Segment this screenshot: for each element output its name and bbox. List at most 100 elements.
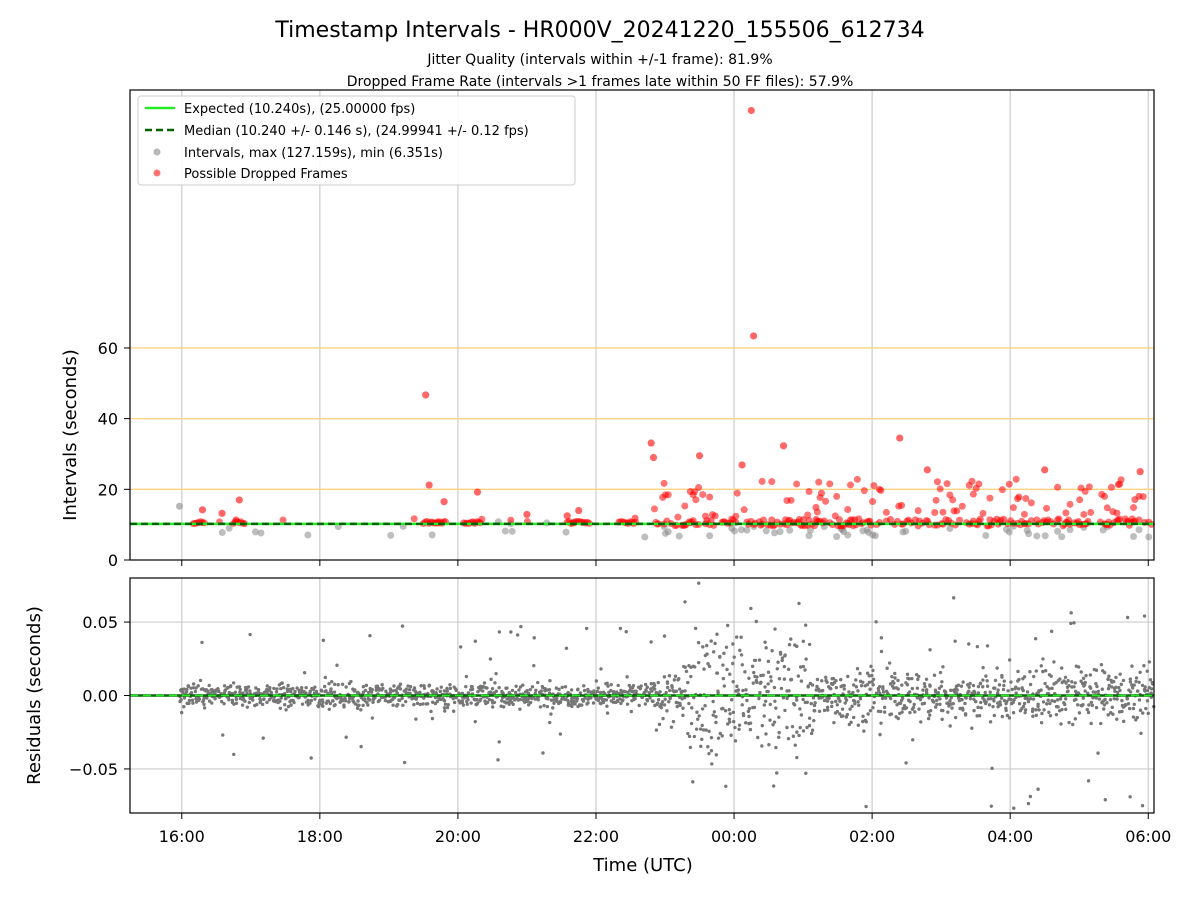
- dropped-outlier-point: [1041, 466, 1049, 474]
- residual-point: [219, 699, 224, 704]
- residual-point: [783, 708, 787, 713]
- residual-point: [686, 680, 690, 685]
- residual-point: [490, 686, 495, 691]
- residual-point: [838, 699, 842, 703]
- residual-point: [460, 700, 465, 705]
- residual-point: [274, 690, 279, 694]
- interval-point: [1005, 528, 1013, 536]
- residual-point: [727, 717, 731, 721]
- residual-point: [864, 804, 868, 809]
- residual-point: [606, 684, 610, 688]
- residual-point: [1107, 683, 1111, 688]
- residual-point: [1014, 685, 1018, 689]
- residual-point: [1110, 705, 1114, 710]
- residual-point: [687, 701, 691, 706]
- residual-point: [681, 713, 685, 718]
- residual-point: [956, 696, 961, 700]
- residual-point: [998, 700, 1002, 704]
- residual-point: [366, 703, 370, 707]
- residual-point: [1138, 670, 1142, 675]
- residual-point: [222, 684, 227, 688]
- dropped-outlier-point: [218, 509, 226, 517]
- residual-point: [1132, 683, 1136, 687]
- residual-point: [783, 654, 787, 658]
- residual-point: [238, 687, 242, 692]
- residual-point: [724, 645, 729, 649]
- residual-point: [825, 708, 830, 712]
- residual-point: [1016, 669, 1020, 674]
- residual-point: [694, 727, 699, 731]
- residual-point: [501, 691, 505, 695]
- interval-point: [805, 532, 813, 540]
- residual-point: [707, 664, 712, 669]
- dropped-point: [969, 490, 977, 498]
- residual-point: [858, 697, 863, 701]
- residual-point: [1064, 707, 1068, 712]
- residual-point: [1103, 697, 1107, 702]
- residual-point: [595, 689, 600, 694]
- residual-point: [403, 699, 408, 704]
- dropped-point: [674, 513, 682, 521]
- residual-point: [278, 706, 283, 710]
- residual-point: [988, 720, 993, 724]
- residual-point: [280, 681, 284, 685]
- residual-point: [714, 715, 718, 719]
- residual-point: [1118, 688, 1122, 693]
- residual-point: [855, 667, 860, 671]
- residual-point: [1086, 710, 1091, 715]
- residual-point: [1071, 722, 1075, 727]
- residual-point: [1020, 686, 1024, 690]
- residual-point: [570, 696, 574, 701]
- residual-point: [1048, 701, 1052, 706]
- residual-point: [645, 699, 650, 703]
- residual-point: [932, 700, 936, 704]
- residual-point: [497, 740, 501, 744]
- residual-point: [528, 687, 532, 692]
- residual-point: [1034, 708, 1038, 712]
- residual-point: [189, 691, 194, 695]
- residual-point: [644, 688, 648, 692]
- residual-point: [868, 687, 872, 691]
- residual-point: [779, 686, 784, 691]
- residual-point: [246, 685, 251, 689]
- residual-point: [1012, 806, 1016, 810]
- y-tick-label: 0.05: [82, 613, 118, 632]
- y-tick-label: 20: [98, 480, 118, 499]
- dropped-point: [1022, 494, 1030, 502]
- residual-point: [488, 690, 493, 694]
- dropped-point: [932, 496, 940, 504]
- interval-point: [501, 527, 509, 535]
- residual-point: [248, 689, 252, 693]
- residual-point: [904, 761, 908, 765]
- dropped-point: [660, 479, 668, 487]
- residual-point: [751, 681, 756, 685]
- residual-point: [1121, 678, 1126, 683]
- residual-point: [313, 697, 317, 701]
- residual-point: [1094, 705, 1099, 710]
- residual-point: [197, 697, 202, 701]
- dropped-point: [758, 477, 766, 485]
- residual-point: [992, 713, 997, 718]
- residual-point: [769, 679, 773, 683]
- residual-point: [905, 672, 910, 676]
- interval-point: [225, 524, 233, 532]
- residual-point: [462, 696, 467, 700]
- residual-point: [787, 643, 792, 647]
- residual-point: [992, 699, 996, 703]
- residual-point: [546, 697, 550, 701]
- residual-point: [776, 660, 780, 664]
- residual-point: [289, 703, 293, 707]
- residual-point: [786, 736, 791, 741]
- residual-point: [692, 734, 697, 739]
- residual-point: [857, 703, 861, 707]
- residual-point: [787, 689, 791, 693]
- residual-point: [1066, 678, 1070, 683]
- residual-point: [904, 706, 909, 710]
- residual-point: [194, 686, 198, 690]
- residual-point: [999, 696, 1004, 700]
- residual-point: [878, 732, 882, 737]
- residual-point: [308, 689, 313, 693]
- residual-point: [810, 683, 815, 687]
- residual-point: [342, 705, 346, 709]
- residual-point: [968, 681, 972, 686]
